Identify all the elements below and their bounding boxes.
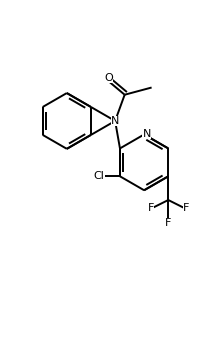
Text: Cl: Cl <box>94 171 104 181</box>
Text: N: N <box>142 129 151 139</box>
Text: O: O <box>104 73 113 83</box>
Text: F: F <box>147 203 154 213</box>
Text: N: N <box>111 116 119 126</box>
Text: F: F <box>165 218 171 228</box>
Text: F: F <box>183 203 189 213</box>
